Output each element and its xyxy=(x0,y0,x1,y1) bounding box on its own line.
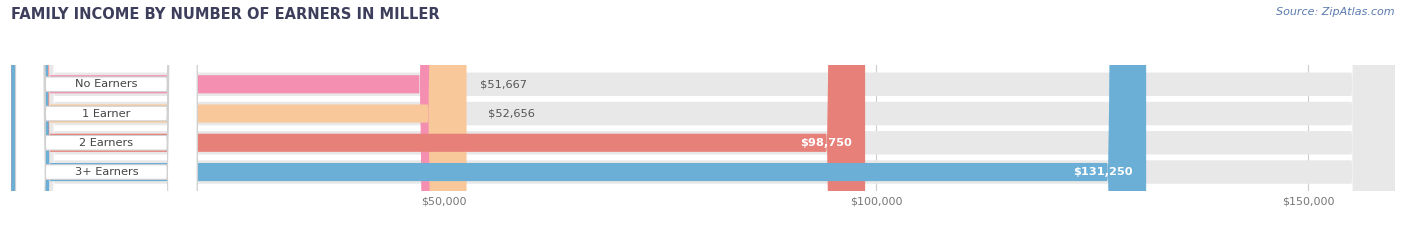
Text: $52,656: $52,656 xyxy=(488,109,536,119)
FancyBboxPatch shape xyxy=(15,0,197,233)
FancyBboxPatch shape xyxy=(15,0,197,233)
Text: FAMILY INCOME BY NUMBER OF EARNERS IN MILLER: FAMILY INCOME BY NUMBER OF EARNERS IN MI… xyxy=(11,7,440,22)
FancyBboxPatch shape xyxy=(11,0,1395,233)
Text: No Earners: No Earners xyxy=(75,79,138,89)
FancyBboxPatch shape xyxy=(11,0,865,233)
Text: 3+ Earners: 3+ Earners xyxy=(75,167,138,177)
FancyBboxPatch shape xyxy=(11,0,1395,233)
FancyBboxPatch shape xyxy=(11,0,1395,233)
Text: $51,667: $51,667 xyxy=(479,79,527,89)
FancyBboxPatch shape xyxy=(11,0,458,233)
Text: $98,750: $98,750 xyxy=(800,138,852,148)
FancyBboxPatch shape xyxy=(11,0,1395,233)
Text: $131,250: $131,250 xyxy=(1074,167,1133,177)
FancyBboxPatch shape xyxy=(11,0,1146,233)
Text: Source: ZipAtlas.com: Source: ZipAtlas.com xyxy=(1277,7,1395,17)
FancyBboxPatch shape xyxy=(15,0,197,233)
Text: 1 Earner: 1 Earner xyxy=(82,109,131,119)
FancyBboxPatch shape xyxy=(11,0,467,233)
Text: 2 Earners: 2 Earners xyxy=(79,138,134,148)
FancyBboxPatch shape xyxy=(15,0,197,233)
